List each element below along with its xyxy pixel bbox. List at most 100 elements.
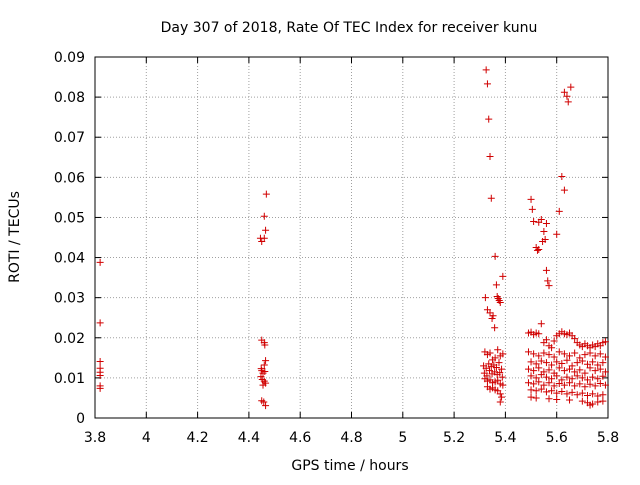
x-tick-label: 5.6 — [546, 430, 568, 446]
y-tick-label: 0 — [76, 411, 85, 427]
data-point — [555, 348, 563, 356]
data-point — [491, 354, 499, 362]
data-point — [494, 376, 502, 384]
data-point — [486, 349, 494, 357]
data-point — [567, 83, 575, 91]
data-point — [599, 372, 607, 380]
data-point — [545, 366, 553, 374]
data-point — [542, 219, 550, 227]
data-point — [550, 353, 558, 361]
x-tick-label: 4.4 — [238, 430, 260, 446]
x-tick-label: 5 — [398, 430, 407, 446]
data-point — [563, 356, 571, 364]
data-point — [491, 252, 499, 260]
data-point — [540, 381, 548, 389]
data-point — [528, 205, 536, 213]
data-point — [581, 369, 589, 377]
y-tick-label: 0.02 — [54, 331, 85, 347]
data-points — [96, 66, 609, 410]
data-point — [540, 349, 548, 357]
data-point — [578, 374, 586, 382]
data-point — [496, 398, 504, 406]
data-point — [555, 364, 563, 372]
data-point — [560, 381, 568, 389]
data-point — [527, 358, 535, 366]
y-tick-label: 0.04 — [54, 251, 85, 267]
data-point — [527, 372, 535, 380]
axis-ticks: 3.8 4 4.2 4.4 4.6 4.8 5 5.2 5.4 5.6 5.8 0 0.01 0.02 0.… — [54, 50, 619, 446]
x-tick-label: 5.2 — [443, 430, 465, 446]
data-point — [558, 359, 566, 367]
data-point — [591, 367, 599, 375]
data-point — [571, 335, 579, 343]
data-point — [260, 212, 268, 220]
data-point — [596, 365, 604, 373]
data-point — [540, 227, 548, 235]
data-point — [535, 378, 543, 386]
data-point — [599, 391, 607, 399]
data-point — [545, 351, 553, 359]
data-point — [560, 367, 568, 375]
data-point — [524, 379, 532, 387]
data-point — [571, 349, 579, 357]
data-point — [594, 392, 602, 400]
y-tick-label: 0.07 — [54, 130, 85, 146]
data-point — [96, 357, 104, 365]
data-point — [498, 373, 506, 381]
data-point — [524, 365, 532, 373]
data-point — [262, 190, 270, 198]
data-point — [553, 230, 561, 238]
data-point — [568, 375, 576, 383]
data-point — [542, 388, 550, 396]
data-point — [260, 361, 268, 369]
data-point — [578, 357, 586, 365]
data-point — [530, 350, 538, 358]
data-point — [259, 381, 267, 389]
data-point — [499, 350, 507, 358]
data-point — [494, 346, 502, 354]
data-point — [586, 380, 594, 388]
data-point — [535, 352, 543, 360]
y-tick-label: 0.03 — [54, 291, 85, 307]
data-point — [496, 390, 504, 398]
data-point — [560, 88, 568, 96]
data-point — [537, 371, 545, 379]
data-point — [535, 330, 543, 338]
data-point — [485, 115, 493, 123]
data-point — [571, 382, 579, 390]
data-point — [586, 364, 594, 372]
data-point — [583, 392, 591, 400]
data-point — [563, 390, 571, 398]
data-point — [483, 80, 491, 88]
data-point — [558, 173, 566, 181]
data-point — [545, 282, 553, 290]
data-point — [96, 384, 104, 392]
y-tick-label: 0.05 — [54, 210, 85, 226]
data-point — [486, 152, 494, 160]
data-point — [259, 369, 267, 377]
data-point — [583, 376, 591, 384]
data-point — [548, 344, 556, 352]
data-point — [594, 361, 602, 369]
x-tick-label: 5.8 — [597, 430, 619, 446]
data-point — [535, 364, 543, 372]
data-point — [496, 298, 504, 306]
data-point — [550, 382, 558, 390]
data-point — [496, 369, 504, 377]
data-point — [591, 382, 599, 390]
data-point — [571, 368, 579, 376]
data-point — [537, 385, 545, 393]
data-point — [498, 393, 506, 401]
data-point — [542, 266, 550, 274]
data-point — [499, 272, 507, 280]
data-point — [499, 381, 507, 389]
data-point — [566, 365, 574, 373]
data-point — [555, 380, 563, 388]
data-point — [601, 353, 609, 361]
data-point — [560, 186, 568, 194]
data-point — [532, 374, 540, 382]
y-tick-label: 0.06 — [54, 170, 85, 186]
data-point — [96, 319, 104, 327]
data-point — [542, 336, 550, 344]
data-point — [260, 234, 268, 242]
